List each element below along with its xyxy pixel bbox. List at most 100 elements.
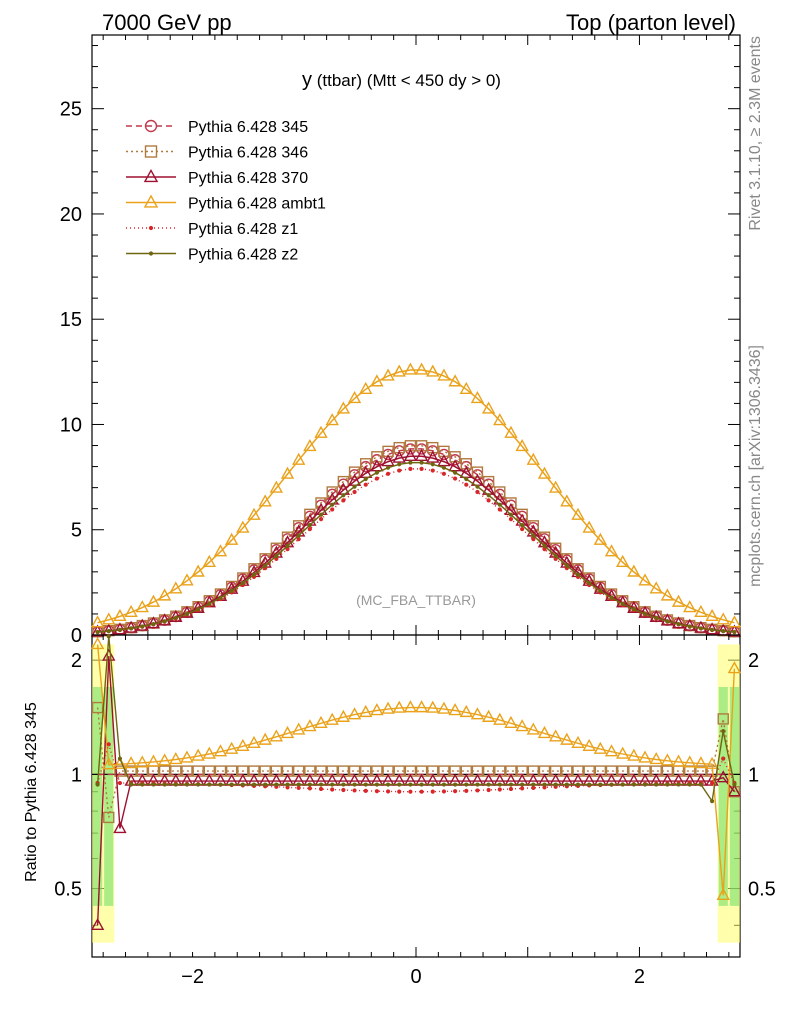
series-6-point [475,484,480,489]
series-4-point [504,425,518,438]
series-4-point [392,364,406,377]
series-5-ratio-point [397,789,402,794]
series-6-ratio-point [531,782,536,787]
series-5-point [397,468,402,473]
series-6-ratio-point [676,782,681,787]
series-6-ratio-point [642,782,648,787]
series-4-point [560,494,574,507]
series-6-point [374,470,379,475]
series-4-ratio-point [560,732,574,745]
ratio-y-tick-label: 2 [71,650,82,672]
series-6-point [419,460,424,465]
legend-marker-4 [143,194,159,208]
series-6-ratio-point [620,782,625,787]
main-y-tick-label: 20 [60,204,82,226]
series-6-ratio-point [374,782,379,787]
series-4-main [90,362,742,628]
series-6-point [531,533,536,538]
series-4-point [169,581,183,594]
series-5-ratio-point [318,786,324,792]
series-5-point [318,517,324,522]
series-6-ratio-point [419,782,424,787]
series-4-ratio-point [124,756,138,769]
series-4-point [548,480,563,493]
series-6-ratio-point [397,782,402,787]
series-6-ratio-point [698,782,703,787]
series-4-ratio-point [370,703,384,716]
series-6-ratio-point [106,634,111,639]
series-6-point [196,607,201,612]
legend: Pythia 6.428 345 Pythia 6.428 346 Pythia 6… [126,119,326,264]
series-6-ratio-point [475,782,480,787]
series-5-ratio-point [721,756,726,761]
series-5-ratio-point [441,789,447,794]
series-4-ratio-point [683,755,697,768]
series-5-point [330,507,335,512]
series-6-ratio-point [654,782,659,787]
series-4-ratio-point [504,715,518,728]
series-5-ratio-point [408,789,413,794]
uncertainty-band-green [93,686,103,906]
series-4-point [716,612,730,625]
series-5-point [374,476,379,481]
series-4-point [113,608,127,622]
series-6-point [385,465,391,470]
series-5-point [520,526,525,532]
series-4-point [303,438,317,452]
series-4-point [649,581,663,594]
main-y-tick-label: 0 [71,625,82,647]
series-4-point [236,520,250,533]
series-2-point [360,458,372,470]
series-4-ratio-point [90,637,105,650]
series-2-point [482,475,495,488]
series-6-ratio-point [520,782,525,787]
series-6-point [631,607,636,612]
series-3-ratio-point [113,821,127,834]
series-4-ratio-point [582,738,596,752]
series-6-ratio-point [453,782,458,787]
uncertainty-band-green [718,686,728,906]
series-3-point [90,624,105,637]
series-5-point [531,537,536,542]
legend-label-2: Pythia 6.428 346 [188,145,308,162]
series-6-ratio-point [274,782,279,787]
main-y-tick-label: 5 [71,520,82,542]
x-tick-label: 2 [634,966,645,988]
series-6-ratio-point [508,782,514,787]
series-3-point [392,450,406,463]
series-4-ratio-point [627,748,641,761]
series-5-point [542,547,547,552]
series-6-ratio-point [363,782,368,787]
series-6-point [464,476,469,482]
series-2-point [337,475,350,488]
series-5-point [497,507,502,512]
series-6-ratio-point [184,782,190,787]
series-4-point [202,554,216,567]
ratio-y-tick-label-right: 1 [748,764,759,786]
series-6-point [609,595,614,600]
series-6-point [721,628,726,634]
series-6-ratio-point [151,782,156,787]
series-4-point [660,588,675,601]
series-6-ratio-point [575,782,581,787]
series-5-point [341,498,346,503]
series-3-point [113,622,127,635]
series-4-ratio-point [303,719,317,732]
series-4-point [224,532,239,545]
series-4-ratio-point [314,715,328,728]
plot-title-main: y [302,69,312,91]
legend-label-1: Pythia 6.428 345 [188,119,308,136]
series-5-point [307,526,312,532]
series-6-ratio-point [173,782,178,787]
series-6-ratio-point [129,782,134,787]
series-4-point [727,615,742,628]
series-4-point [90,615,105,628]
series-4-point [493,413,507,426]
series-4-point [258,494,272,507]
series-6-ratio-point [95,782,100,787]
plot-title-rest: (ttbar) (Mtt < 450 dy > 0) [312,71,501,90]
series-4-ratio-point [515,719,529,732]
legend-marker-6 [148,251,154,256]
main-panel: 0 5 10 15 20 25 [60,34,742,647]
